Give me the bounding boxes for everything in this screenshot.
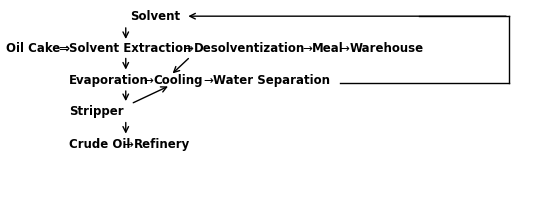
Text: ⇒: ⇒ bbox=[58, 42, 69, 55]
Text: →: → bbox=[124, 138, 134, 151]
Text: Refinery: Refinery bbox=[134, 138, 190, 151]
Text: Evaporation: Evaporation bbox=[69, 74, 149, 87]
Text: →: → bbox=[184, 42, 194, 55]
Text: Oil Cake: Oil Cake bbox=[7, 42, 60, 55]
Text: Desolventization: Desolventization bbox=[194, 42, 305, 55]
Text: Meal: Meal bbox=[312, 42, 344, 55]
Text: Crude Oil: Crude Oil bbox=[69, 138, 130, 151]
Text: Stripper: Stripper bbox=[69, 105, 124, 118]
Text: →: → bbox=[340, 42, 350, 55]
Text: Water Separation: Water Separation bbox=[213, 74, 331, 87]
Text: Solvent: Solvent bbox=[130, 10, 180, 23]
Text: Cooling: Cooling bbox=[153, 74, 203, 87]
Text: →: → bbox=[144, 74, 153, 87]
Text: →: → bbox=[204, 74, 213, 87]
Text: →: → bbox=[302, 42, 312, 55]
Text: Warehouse: Warehouse bbox=[350, 42, 424, 55]
Text: Solvent Extraction: Solvent Extraction bbox=[69, 42, 191, 55]
